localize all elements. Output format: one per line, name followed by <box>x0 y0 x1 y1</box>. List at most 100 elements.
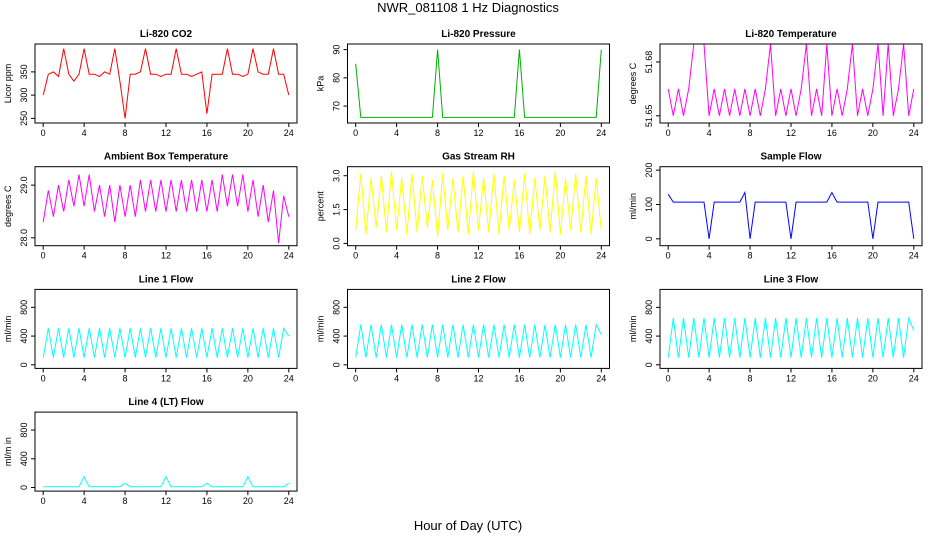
y-axis-label: percent <box>316 191 326 222</box>
x-tick-label: 8 <box>123 373 128 383</box>
y-tick-label: 800 <box>19 423 29 438</box>
x-tick-label: 0 <box>353 251 358 261</box>
y-tick-label: 80 <box>332 73 342 83</box>
x-tick-label: 20 <box>868 373 878 383</box>
x-tick-label: 8 <box>748 128 753 138</box>
y-axis-label: ml/min <box>628 193 638 220</box>
x-tick-label: 8 <box>435 251 440 261</box>
y-tick-label: 3.0 <box>332 169 342 182</box>
y-axis-label: degrees C <box>628 62 638 104</box>
x-tick-label: 16 <box>202 496 212 506</box>
panel-title: Line 2 Flow <box>451 274 506 285</box>
panel-title: Ambient Box Temperature <box>104 152 229 163</box>
x-tick-label: 16 <box>827 128 837 138</box>
x-tick-label: 4 <box>394 128 399 138</box>
y-axis-label: ml/m in <box>3 437 13 466</box>
y-tick-label: 90 <box>332 45 342 55</box>
y-tick-label: 400 <box>19 329 29 344</box>
y-tick-label: 100 <box>644 197 654 212</box>
y-tick-label: 0 <box>332 362 342 367</box>
x-tick-label: 0 <box>41 128 46 138</box>
x-tick-label: 4 <box>82 496 87 506</box>
x-axis-label: Hour of Day (UTC) <box>414 518 522 533</box>
x-tick-label: 20 <box>243 496 253 506</box>
panel-title: Line 3 Flow <box>764 274 819 285</box>
panel-title: Gas Stream RH <box>442 152 515 163</box>
y-axis-label: ml/min <box>628 316 638 343</box>
x-tick-label: 20 <box>555 128 565 138</box>
x-tick-label: 12 <box>786 128 796 138</box>
y-tick-label: 28.0 <box>19 229 29 247</box>
x-tick-label: 20 <box>243 373 253 383</box>
panel-title: Sample Flow <box>760 152 821 163</box>
y-tick-label: 800 <box>644 300 654 315</box>
y-axis-label: ml/min <box>316 316 326 343</box>
x-tick-label: 24 <box>596 128 606 138</box>
y-tick-label: 400 <box>332 329 342 344</box>
x-tick-label: 16 <box>514 373 524 383</box>
y-tick-label: 250 <box>19 111 29 126</box>
x-tick-label: 8 <box>748 373 753 383</box>
x-tick-label: 0 <box>41 373 46 383</box>
x-tick-label: 20 <box>868 251 878 261</box>
y-tick-label: 29.0 <box>19 176 29 194</box>
series-line <box>355 49 602 118</box>
x-tick-label: 4 <box>707 373 712 383</box>
x-tick-label: 12 <box>161 373 171 383</box>
y-axis-label: kPa <box>316 76 326 92</box>
x-tick-label: 16 <box>202 373 212 383</box>
x-tick-label: 16 <box>827 373 837 383</box>
x-tick-label: 16 <box>514 251 524 261</box>
plot-frame <box>347 43 610 124</box>
series-line <box>355 322 602 358</box>
x-tick-label: 24 <box>909 373 919 383</box>
x-tick-label: 4 <box>82 128 87 138</box>
x-tick-label: 16 <box>202 128 212 138</box>
y-axis-label: ml/min <box>3 316 13 343</box>
x-tick-label: 12 <box>473 128 483 138</box>
x-tick-label: 16 <box>202 251 212 261</box>
y-tick-label: 350 <box>19 64 29 79</box>
panel-title: Line 4 (LT) Flow <box>128 397 204 408</box>
series-line <box>667 190 915 239</box>
plot-frame <box>659 166 923 247</box>
x-tick-label: 24 <box>596 251 606 261</box>
x-tick-label: 20 <box>243 251 253 261</box>
y-tick-label: 0 <box>19 485 29 490</box>
x-tick-label: 24 <box>909 128 919 138</box>
x-tick-label: 24 <box>284 373 294 383</box>
x-tick-label: 8 <box>435 373 440 383</box>
y-tick-label: 400 <box>644 329 654 344</box>
y-tick-label: 1.5 <box>332 203 342 216</box>
x-tick-label: 12 <box>161 128 171 138</box>
figure-title: NWR_081108 1 Hz Diagnostics <box>377 0 559 15</box>
plot-frame <box>34 43 298 124</box>
x-tick-label: 24 <box>284 128 294 138</box>
series-line <box>667 43 915 116</box>
x-tick-label: 20 <box>555 373 565 383</box>
x-tick-label: 12 <box>161 251 171 261</box>
x-tick-label: 24 <box>909 251 919 261</box>
x-tick-label: 4 <box>394 251 399 261</box>
x-tick-label: 4 <box>707 251 712 261</box>
x-tick-label: 16 <box>827 251 837 261</box>
y-tick-label: 0 <box>644 236 654 241</box>
y-tick-label: 400 <box>19 451 29 466</box>
x-tick-label: 8 <box>123 251 128 261</box>
plot-frame <box>34 411 298 492</box>
x-tick-label: 24 <box>284 251 294 261</box>
x-tick-label: 0 <box>41 251 46 261</box>
x-tick-label: 12 <box>786 373 796 383</box>
y-tick-label: 51.65 <box>644 105 654 128</box>
x-tick-label: 8 <box>748 251 753 261</box>
x-tick-label: 12 <box>786 251 796 261</box>
y-tick-label: 0 <box>19 362 29 367</box>
y-tick-label: 0.0 <box>332 237 342 250</box>
series-line <box>42 174 290 244</box>
y-tick-label: 51.68 <box>644 51 654 74</box>
series-line <box>42 48 290 119</box>
plot-frame <box>347 166 610 247</box>
panel-title: Line 1 Flow <box>139 274 194 285</box>
